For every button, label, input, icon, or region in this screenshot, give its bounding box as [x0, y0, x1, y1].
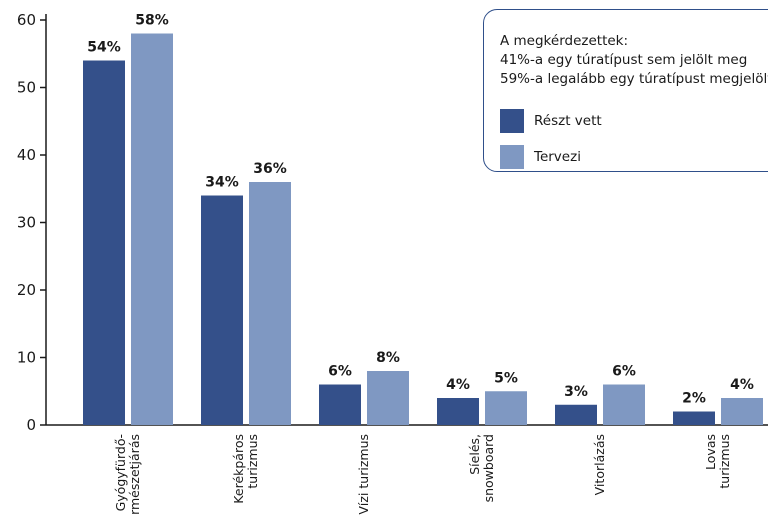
bar	[201, 195, 243, 425]
data-label: 6%	[612, 364, 636, 380]
data-label: 58%	[135, 13, 169, 29]
legend-note-line-1: A megkérdezettek:	[500, 33, 629, 49]
data-label: 5%	[494, 370, 518, 386]
legend-box: A megkérdezettek: 41%-a egy túratípust s…	[483, 9, 768, 172]
data-label: 2%	[682, 391, 706, 407]
x-tick-label: Vitorlázás	[592, 434, 607, 495]
x-tick-label: Vízi turizmus	[356, 434, 371, 515]
data-label: 4%	[446, 377, 470, 393]
y-tick-label: 30	[17, 214, 36, 232]
x-tick-label: snowboard	[481, 434, 496, 502]
x-tick-label: Síelés,	[467, 434, 482, 475]
bar	[603, 384, 645, 425]
bar	[83, 60, 125, 425]
data-label: 6%	[328, 364, 352, 380]
legend-note-line-2: 41%-a egy túratípust sem jelölt meg	[500, 52, 748, 68]
y-tick-label: 0	[26, 416, 36, 434]
y-tick-label: 60	[17, 11, 36, 29]
x-tick-label: Lovas	[703, 434, 718, 470]
data-label: 3%	[564, 384, 588, 400]
data-label: 36%	[253, 161, 287, 177]
bar	[319, 384, 361, 425]
y-tick-label: 10	[17, 349, 36, 367]
x-tick-label: turizmus	[717, 434, 732, 489]
x-tick-label: Kerékpáros	[231, 434, 246, 504]
legend-label-tervezi: Tervezi	[534, 149, 581, 165]
bar	[555, 404, 597, 425]
legend-item-reszt-vett: Részt vett	[500, 109, 602, 133]
bar	[437, 398, 479, 425]
bar	[131, 33, 173, 425]
bar	[249, 182, 291, 425]
bar	[485, 391, 527, 425]
legend-swatch-tervezi	[500, 145, 524, 169]
legend-label-reszt-vett: Részt vett	[534, 113, 602, 129]
x-tick-label: természetjárás	[127, 434, 142, 515]
legend-swatch-reszt-vett	[500, 109, 524, 133]
data-label: 8%	[376, 350, 400, 366]
legend-note-line-3: 59%-a legalább egy túratípust megjelölt	[500, 71, 768, 87]
y-tick-label: 40	[17, 146, 36, 164]
y-tick-label: 50	[17, 79, 36, 97]
bar	[673, 411, 715, 425]
data-label: 54%	[87, 40, 121, 56]
bar	[721, 398, 763, 425]
bar	[367, 371, 409, 425]
x-tick-label: Gyógyfürdő-	[113, 434, 128, 511]
x-tick-label: turizmus	[245, 434, 260, 489]
legend-note: A megkérdezettek: 41%-a egy túratípust s…	[500, 32, 768, 89]
data-label: 34%	[205, 175, 239, 191]
legend-item-tervezi: Tervezi	[500, 145, 581, 169]
data-label: 4%	[730, 377, 754, 393]
y-tick-label: 20	[17, 281, 36, 299]
